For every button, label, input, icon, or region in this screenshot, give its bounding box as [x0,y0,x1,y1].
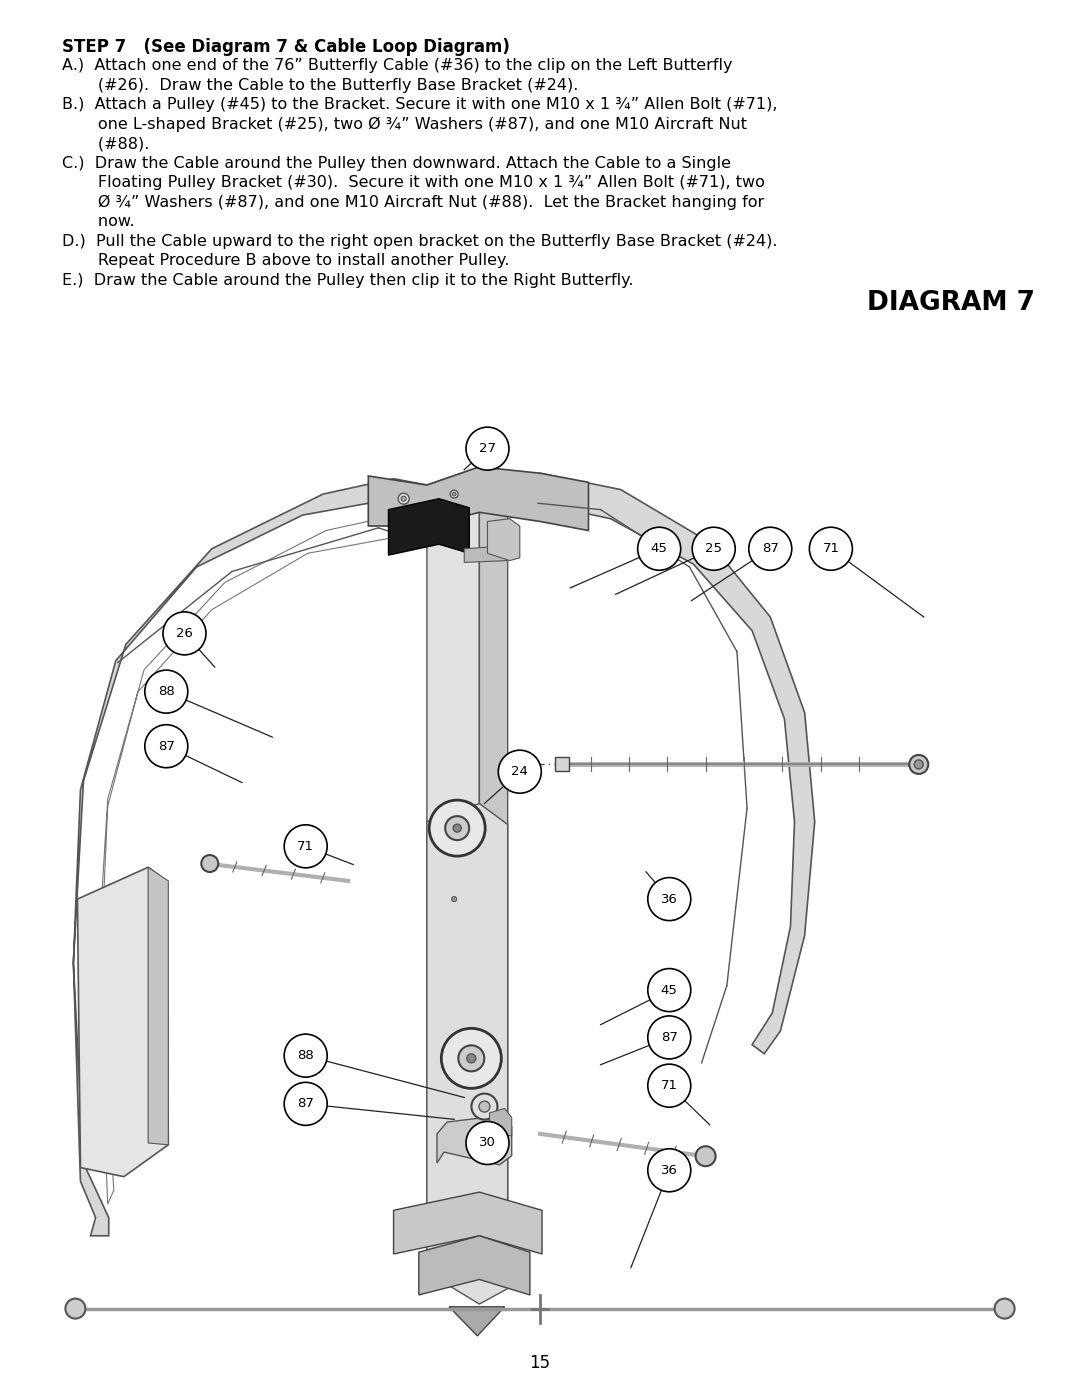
Polygon shape [437,1116,512,1165]
Circle shape [909,754,928,774]
Circle shape [467,1053,476,1063]
Circle shape [163,612,206,655]
Text: 45: 45 [661,983,678,996]
Circle shape [648,1148,691,1192]
Circle shape [429,800,485,856]
Circle shape [145,671,188,712]
Bar [555,757,569,771]
Circle shape [458,1045,484,1071]
Text: E.)  Draw the Cable around the Pulley then clip it to the Right Butterfly.: E.) Draw the Cable around the Pulley the… [62,272,634,288]
Circle shape [445,816,469,840]
Text: one L-shaped Bracket (#25), two Ø ¾” Washers (#87), and one M10 Aircraft Nut: one L-shaped Bracket (#25), two Ø ¾” Was… [62,117,747,133]
Circle shape [748,527,792,570]
Text: 25: 25 [705,542,723,555]
Circle shape [201,855,218,872]
Polygon shape [480,474,814,1053]
Circle shape [498,750,541,793]
Circle shape [284,1034,327,1077]
Circle shape [465,427,509,471]
Polygon shape [148,868,168,1144]
Text: Ø ¾” Washers (#87), and one M10 Aircraft Nut (#88).  Let the Bracket hanging for: Ø ¾” Washers (#87), and one M10 Aircraft… [62,196,765,211]
Circle shape [472,1094,498,1119]
Text: 88: 88 [158,685,175,698]
Text: now.: now. [62,215,135,229]
Circle shape [284,1083,327,1126]
Text: 87: 87 [158,740,175,753]
Circle shape [637,527,680,570]
Text: 45: 45 [651,542,667,555]
Circle shape [284,824,327,868]
Circle shape [145,725,188,768]
Circle shape [648,968,691,1011]
Text: (#88).: (#88). [62,137,149,151]
Polygon shape [464,546,508,563]
Polygon shape [73,479,427,1236]
Circle shape [442,1028,501,1088]
Polygon shape [78,868,168,1176]
Circle shape [915,760,923,768]
Circle shape [648,877,691,921]
Circle shape [692,527,735,570]
Text: D.)  Pull the Cable upward to the right open bracket on the Butterfly Base Brack: D.) Pull the Cable upward to the right o… [62,233,778,249]
Polygon shape [389,499,470,555]
Circle shape [66,1299,85,1319]
Circle shape [454,824,461,833]
Circle shape [995,1299,1014,1319]
Text: Floating Pulley Bracket (#30).  Secure it with one M10 x 1 ¾” Allen Bolt (#71), : Floating Pulley Bracket (#30). Secure it… [62,176,765,190]
Text: A.)  Attach one end of the 76” Butterfly Cable (#36) to the clip on the Left But: A.) Attach one end of the 76” Butterfly … [62,59,732,74]
Text: 87: 87 [761,542,779,555]
Text: 26: 26 [176,627,193,640]
Text: 36: 36 [661,893,678,905]
Polygon shape [427,803,508,1303]
Circle shape [465,1122,509,1165]
Polygon shape [480,467,508,1288]
Polygon shape [449,1306,504,1336]
Polygon shape [489,1108,512,1136]
Polygon shape [368,467,589,531]
Text: 87: 87 [297,1098,314,1111]
Text: Repeat Procedure B above to install another Pulley.: Repeat Procedure B above to install anot… [62,253,510,268]
Circle shape [401,496,406,502]
Text: 30: 30 [480,1137,496,1150]
Circle shape [451,897,457,901]
Text: 71: 71 [661,1078,678,1092]
Text: 71: 71 [297,840,314,852]
Polygon shape [419,1236,530,1295]
Circle shape [399,493,409,504]
Text: 36: 36 [661,1164,678,1176]
Text: (#26).  Draw the Cable to the Butterfly Base Bracket (#24).: (#26). Draw the Cable to the Butterfly B… [62,78,579,94]
Text: 27: 27 [480,441,496,455]
Circle shape [478,1101,490,1112]
Text: B.)  Attach a Pulley (#45) to the Bracket. Secure it with one M10 x 1 ¾” Allen B: B.) Attach a Pulley (#45) to the Bracket… [62,98,778,113]
Polygon shape [427,467,480,1291]
Circle shape [648,1065,691,1108]
Circle shape [450,490,458,499]
Circle shape [648,1016,691,1059]
Circle shape [453,492,456,496]
Circle shape [809,527,852,570]
Polygon shape [393,1192,542,1255]
Polygon shape [487,518,519,560]
Text: 15: 15 [529,1354,551,1372]
Text: STEP 7   (See Diagram 7 & Cable Loop Diagram): STEP 7 (See Diagram 7 & Cable Loop Diagr… [62,38,510,56]
Text: DIAGRAM 7: DIAGRAM 7 [867,289,1035,316]
Text: C.)  Draw the Cable around the Pulley then downward. Attach the Cable to a Singl: C.) Draw the Cable around the Pulley the… [62,156,731,170]
Text: 71: 71 [822,542,839,555]
Text: 88: 88 [297,1049,314,1062]
Text: 24: 24 [511,766,528,778]
Text: 87: 87 [661,1031,678,1044]
Circle shape [696,1146,716,1166]
